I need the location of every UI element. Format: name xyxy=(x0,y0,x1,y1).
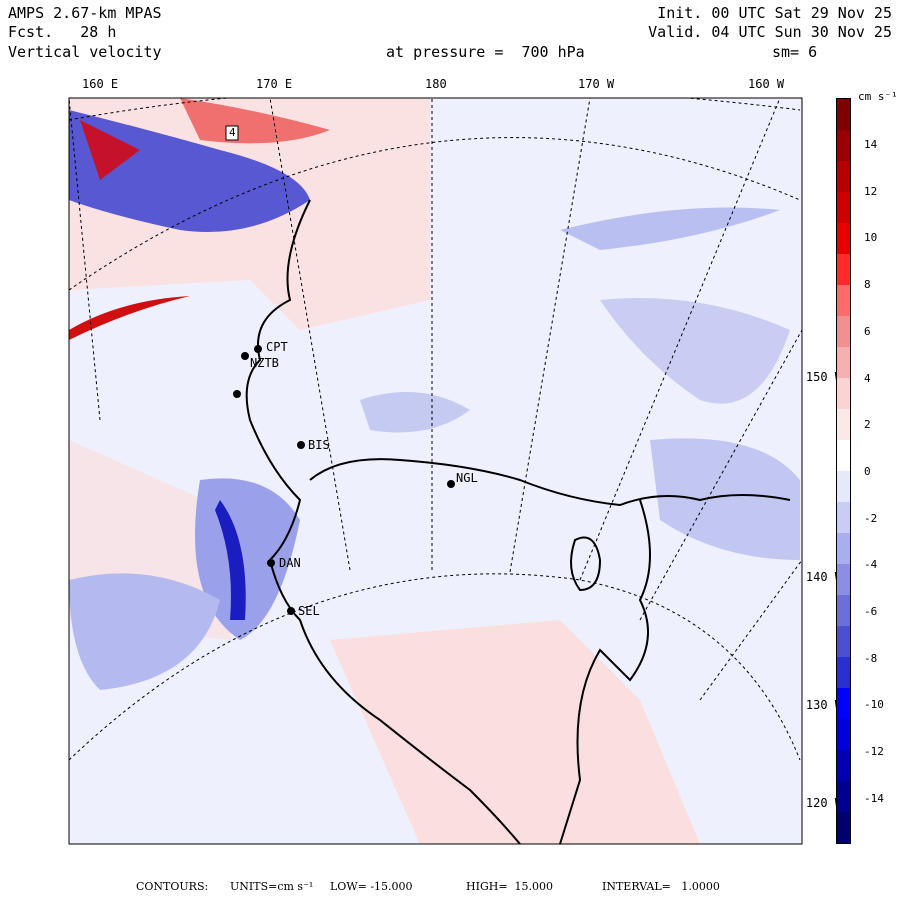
colorbar-tick-label: 10 xyxy=(864,231,878,245)
footer-interval: INTERVAL= 1.0000 xyxy=(602,880,720,893)
grounding-line xyxy=(559,499,651,844)
colorbar-segment xyxy=(837,502,850,533)
colorbar-segment xyxy=(837,657,850,688)
downward-streak-mountains xyxy=(215,500,246,620)
colorbar-tick-label: -6 xyxy=(864,605,878,618)
lon-label-150w: 150 W xyxy=(805,370,842,384)
colorbar-tick-label: 4 xyxy=(864,371,871,385)
negative-region-east xyxy=(600,298,790,404)
colorbar xyxy=(836,98,851,844)
lon-label-140w: 140 W xyxy=(805,570,842,584)
footer-low: LOW= -15.000 xyxy=(330,880,413,893)
colorbar-tick-label: -4 xyxy=(864,558,878,572)
lon-label-170w: 170 W xyxy=(578,77,615,91)
station-dot-mcm xyxy=(233,390,241,398)
negative-band-ne xyxy=(560,207,780,250)
colorbar-segment xyxy=(837,192,850,223)
colorbar-tick-label: -2 xyxy=(864,511,878,525)
lon-label-120w: 120 W xyxy=(805,796,842,810)
colorbar-tick-label: 0 xyxy=(864,464,871,478)
lon-label-160w: 160 W xyxy=(748,77,785,91)
lon-label-180: 180 xyxy=(425,77,447,91)
station-label-sel: SEL xyxy=(298,604,320,618)
init-time: Init. 00 UTC Sat 29 Nov 25 xyxy=(657,4,892,22)
colorbar-segment xyxy=(837,409,850,440)
station-dot-cpt xyxy=(254,345,262,353)
positive-region-south xyxy=(330,620,700,844)
colorbar-tick-label: -14 xyxy=(864,791,884,805)
colorbar-segment xyxy=(837,161,850,192)
colorbar-segment xyxy=(837,254,850,285)
station-dot-dan xyxy=(267,559,275,567)
colorbar-tick-label: -10 xyxy=(864,698,884,712)
colorbar-tick-label: -12 xyxy=(864,745,884,759)
colorbar-segment xyxy=(837,223,850,254)
colorbar-tick-label: 12 xyxy=(864,184,878,198)
station-dot-ngl xyxy=(447,480,455,488)
station-dot-sel xyxy=(287,607,295,615)
colorbar-segment xyxy=(837,99,850,130)
coastline xyxy=(245,199,521,844)
colorbar-segment xyxy=(837,471,850,502)
ice-shelf-edge xyxy=(309,458,791,507)
colorbar-segment xyxy=(837,750,850,781)
station-label-cpt: CPT xyxy=(266,340,288,354)
map-frame xyxy=(68,97,803,845)
pressure-level: at pressure = 700 hPa xyxy=(386,43,585,61)
station-dot-nztb xyxy=(241,352,249,360)
station-label-dan: DAN xyxy=(279,556,301,570)
negative-region-ross-ice xyxy=(650,438,800,560)
footer-units: UNITS=cm s⁻¹ xyxy=(230,880,314,893)
model-title: AMPS 2.67-km MPAS xyxy=(8,4,162,22)
footer-high: HIGH= 15.000 xyxy=(466,880,554,893)
station-label-ngl: NGL xyxy=(456,471,478,485)
colorbar-tick-label: 14 xyxy=(864,138,878,151)
colorbar-segment xyxy=(837,688,850,719)
colorbar-tick-label: 8 xyxy=(864,278,871,292)
colorbar-segment xyxy=(837,781,850,812)
colorbar-tick-label: -8 xyxy=(864,651,878,665)
colorbar-tick-label: 6 xyxy=(864,324,871,338)
colorbar-segment xyxy=(837,626,850,657)
lon-label-160e: 160 E xyxy=(82,77,119,91)
colorbar-segment xyxy=(837,719,850,750)
valid-time: Valid. 04 UTC Sun 30 Nov 25 xyxy=(648,23,892,41)
variable-name: Vertical velocity xyxy=(8,43,162,61)
station-dot-bis xyxy=(297,441,305,449)
station-label-bis: BIS xyxy=(308,438,330,452)
colorbar-segment xyxy=(837,285,850,316)
colorbar-segment xyxy=(837,533,850,564)
upward-band-north xyxy=(180,98,330,144)
upward-line-west xyxy=(69,296,190,340)
max-value-label: 4 xyxy=(229,126,236,139)
strong-downward-band xyxy=(69,110,310,232)
colorbar-units: cm s⁻¹ xyxy=(858,90,898,103)
colorbar-tick-label: 2 xyxy=(864,418,871,432)
max-label-box xyxy=(225,125,239,141)
strong-upward-patch xyxy=(80,120,140,180)
map-field xyxy=(69,98,802,844)
colorbar-segment xyxy=(837,440,850,471)
negative-patch-center xyxy=(360,392,470,433)
colorbar-segment xyxy=(837,347,850,378)
colorbar-segment xyxy=(837,378,850,409)
lon-label-170e: 170 E xyxy=(256,77,293,91)
station-label-nztb: NZTB xyxy=(250,356,279,370)
island-outline xyxy=(570,536,602,592)
colorbar-segment xyxy=(837,595,850,626)
lon-label-130w: 130 W xyxy=(805,698,842,712)
forecast-hour: Fcst. 28 h xyxy=(8,23,117,41)
colorbar-segment xyxy=(837,316,850,347)
smoothing: sm= 6 xyxy=(772,43,818,61)
colorbar-segment xyxy=(837,812,850,843)
footer-contours: CONTOURS: xyxy=(136,880,209,893)
colorbar-segment xyxy=(837,130,850,161)
colorbar-segment xyxy=(837,564,850,595)
negative-region-sw xyxy=(69,573,220,690)
